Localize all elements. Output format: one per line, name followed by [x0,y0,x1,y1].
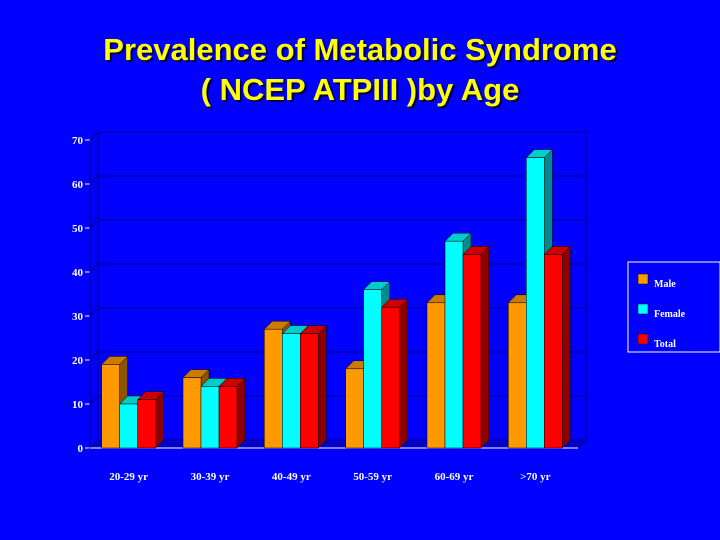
legend-label: Female [654,309,686,320]
y-tick-label: 0 [78,443,84,455]
bar-front [282,333,301,449]
legend-label: Total [654,339,676,350]
x-tick-label: >70 yr [520,471,551,483]
bar-front [363,289,382,449]
y-tick-label: 60 [72,179,84,191]
bar-side [318,324,327,449]
bar-total-3 [381,298,409,449]
y-tick-label: 40 [72,267,84,279]
bar-front [101,364,120,449]
legend: Male Female Total [627,261,720,353]
x-tick-label: 50-59 yr [353,471,392,483]
legend-swatch [637,273,649,285]
bar-total-0 [137,390,165,449]
y-tick-label: 20 [72,355,84,367]
bar-side [562,245,571,449]
legend-swatch [637,303,649,315]
x-tick-label: 20-29 yr [109,471,148,483]
bar-side [236,377,246,449]
legend-swatch [637,333,649,345]
gridline-depth [89,351,99,361]
bar-front [137,399,156,449]
title-line-2: ( NCEP ATPIII )by Age [200,72,520,107]
bar-front [444,240,464,449]
gridlines [89,131,587,441]
bar-total-1 [218,377,246,449]
bar-front [300,333,319,449]
bar-front [345,368,364,449]
bar-front [526,157,545,449]
legend-item-male: Male [637,273,676,290]
legend-item-total: Total [637,333,676,350]
x-tick-label: 30-39 yr [191,471,230,483]
bar-side [155,390,164,449]
bar-side [480,245,490,449]
bar-front [182,377,202,449]
legend-label: Male [654,279,676,290]
bar-side [399,298,408,449]
tick-labels: 0 10 20 30 40 50 60 70 20-29 yr 30-39 yr 40-49 yr 5… [72,135,551,483]
legend-item-female: Female [637,303,686,320]
bar-total-5 [543,245,571,449]
bar-front [462,254,482,449]
y-tick-label: 50 [72,223,84,235]
bar-total-2 [299,324,327,449]
bar-front [119,403,138,449]
bar-front [218,386,238,449]
gridline-depth [89,131,99,141]
title-line-1: Prevalence of Metabolic Syndrome [103,32,617,67]
bar-front [508,302,527,449]
gridline-depth [89,395,99,405]
y-tick-label: 10 [72,399,84,411]
bar-total-4 [462,245,490,449]
bar-front [264,328,283,449]
y-tick-label: 70 [72,135,84,147]
chart-title: Prevalence of Metabolic Syndrome ( NCEP … [0,30,720,110]
gridline-depth [89,219,99,229]
bar-front [426,302,446,449]
gridline-depth [89,307,99,317]
x-tick-label: 60-69 yr [435,471,474,483]
bar-front [544,254,563,449]
bar-front [200,386,220,449]
plot-back-wall [97,131,587,441]
bars [101,148,571,449]
gridline-depth [89,263,99,273]
bar-front [381,306,400,449]
y-tick-label: 30 [72,311,84,323]
x-tick-label: 40-49 yr [272,471,311,483]
gridline-depth [89,175,99,185]
